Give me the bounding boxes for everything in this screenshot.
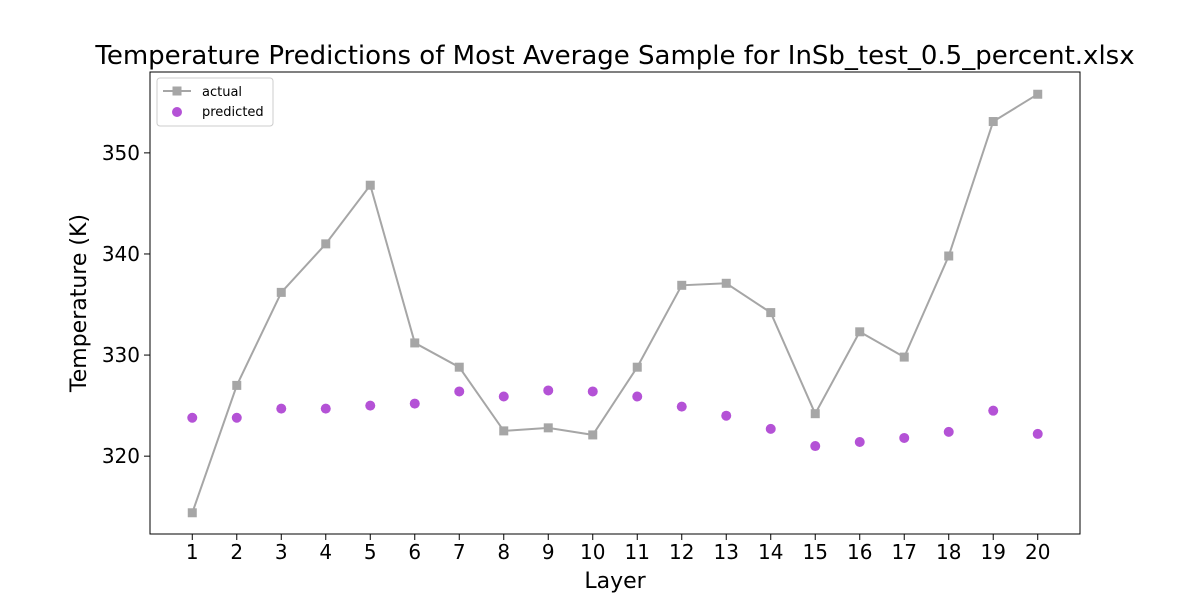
x-tick-label: 13: [714, 540, 739, 564]
x-tick-label: 9: [542, 540, 555, 564]
legend-predicted-marker: [172, 107, 182, 117]
chart-title: Temperature Predictions of Most Average …: [94, 41, 1134, 71]
actual-point: [899, 352, 909, 362]
actual-point: [588, 430, 598, 440]
x-tick-label: 5: [364, 540, 377, 564]
x-tick-label: 7: [453, 540, 466, 564]
actual-point: [810, 409, 820, 419]
actual-point: [632, 362, 642, 372]
x-tick-label: 4: [319, 540, 332, 564]
x-tick-label: 14: [758, 540, 783, 564]
x-tick-label: 20: [1025, 540, 1050, 564]
legend-actual-label: actual: [202, 85, 242, 100]
y-tick-label: 330: [102, 343, 140, 367]
legend-actual-marker: [172, 86, 182, 96]
x-tick-label: 10: [580, 540, 605, 564]
actual-point: [454, 362, 464, 372]
predicted-point: [1032, 428, 1043, 439]
predicted-point: [543, 385, 554, 396]
predicted-point: [498, 391, 509, 402]
x-tick-label: 16: [847, 540, 872, 564]
y-axis: 320 330 340 350: [102, 141, 150, 468]
x-tick-label: 6: [408, 540, 421, 564]
actual-point: [499, 426, 509, 436]
actual-point: [944, 251, 954, 261]
actual-point: [988, 117, 998, 127]
legend-predicted-label: predicted: [202, 105, 264, 120]
x-tick-label: 3: [275, 540, 288, 564]
x-axis: 1 2 3 4 5 6 7 8 9 10 11 12 13 14 15 16 17 18 19 20: [186, 534, 1050, 564]
predicted-point: [899, 432, 910, 443]
x-tick-label: 15: [803, 540, 828, 564]
predicted-point: [765, 423, 776, 434]
x-tick-label: 1: [186, 540, 199, 564]
predicted-point: [187, 412, 198, 423]
x-tick-label: 12: [669, 540, 694, 564]
y-tick-label: 340: [102, 242, 140, 266]
x-tick-label: 19: [981, 540, 1006, 564]
plot-area: [149, 71, 1081, 535]
predicted-point: [676, 401, 687, 412]
actual-point: [410, 338, 420, 348]
y-axis-label: Temperature (K): [67, 214, 92, 393]
actual-point: [365, 180, 375, 190]
predicted-point: [365, 400, 376, 411]
predicted-point: [854, 437, 865, 448]
x-axis-label: Layer: [584, 569, 646, 594]
actual-point: [766, 308, 776, 318]
x-tick-label: 17: [892, 540, 917, 564]
actual-point: [721, 278, 731, 288]
predicted-point: [988, 405, 999, 416]
predicted-point: [454, 386, 465, 397]
x-tick-label: 11: [625, 540, 650, 564]
predicted-point: [320, 403, 331, 414]
actual-point: [187, 508, 197, 518]
predicted-point: [587, 386, 598, 397]
actual-point: [232, 380, 242, 390]
y-tick-label: 320: [102, 444, 140, 468]
predicted-point: [276, 403, 287, 414]
actual-point: [276, 287, 286, 297]
legend: actual predicted: [156, 77, 274, 127]
predicted-point: [810, 441, 821, 452]
actual-series-line: [191, 93, 1039, 514]
series-layer: [187, 89, 1043, 518]
predicted-point: [721, 410, 732, 421]
x-tick-label: 2: [230, 540, 243, 564]
y-tick-label: 350: [102, 141, 140, 165]
actual-point: [677, 280, 687, 290]
x-tick-label: 8: [497, 540, 510, 564]
actual-point: [1033, 89, 1043, 99]
predicted-point: [632, 391, 643, 402]
actual-point: [321, 239, 331, 249]
actual-point: [543, 423, 553, 433]
actual-point: [855, 327, 865, 337]
x-tick-label: 18: [936, 540, 961, 564]
predicted-point: [409, 398, 420, 409]
predicted-point: [943, 426, 954, 437]
predicted-point: [231, 412, 242, 423]
